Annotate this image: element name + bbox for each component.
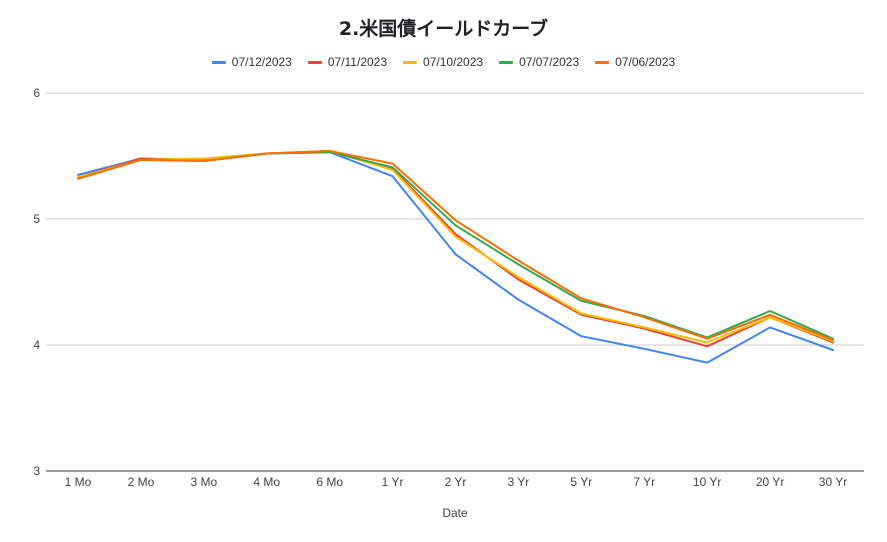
legend-swatch	[403, 60, 418, 64]
chart-legend: 07/12/2023 07/11/2023 07/10/2023 07/07/2023…	[0, 55, 887, 69]
y-tick-label: 6	[33, 86, 40, 100]
x-tick-label: 2 Yr	[445, 475, 467, 489]
series-line	[77, 150, 834, 344]
series-line	[77, 150, 834, 348]
x-tick-label: 3 Yr	[508, 475, 530, 489]
legend-swatch	[595, 60, 610, 64]
x-tick-label: 4 Mo	[253, 475, 280, 489]
series-line	[77, 150, 834, 341]
x-tick-label: 7 Yr	[633, 475, 655, 489]
legend-item: 07/12/2023	[211, 55, 292, 69]
x-tick-label: 30 Yr	[819, 475, 847, 489]
legend-label: 07/10/2023	[423, 55, 484, 69]
x-tick-label: 20 Yr	[756, 475, 784, 489]
x-tick-label: 3 Mo	[190, 475, 217, 489]
legend-swatch	[211, 60, 226, 64]
legend-item: 07/10/2023	[403, 55, 483, 69]
legend-swatch	[499, 60, 514, 64]
legend-label: 07/07/2023	[519, 55, 580, 69]
legend-label: 07/12/2023	[231, 55, 292, 69]
x-axis-label: Date	[442, 506, 468, 520]
series-line	[77, 151, 834, 364]
x-tick-label: 5 Yr	[570, 475, 592, 489]
x-tick-label: 6 Mo	[316, 475, 343, 489]
y-tick-label: 3	[33, 464, 40, 478]
legend-item: 07/11/2023	[307, 55, 388, 69]
chart-title: 2.米国債イールドカーブ	[338, 18, 549, 40]
x-tick-label: 2 Mo	[128, 475, 155, 489]
legend-label: 07/06/2023	[615, 55, 676, 69]
y-tick-label: 4	[33, 338, 40, 352]
legend-label: 07/11/2023	[327, 55, 388, 69]
x-tick-label: 1 Mo	[65, 475, 92, 489]
legend-swatch	[307, 60, 322, 64]
legend-item: 07/07/2023	[499, 55, 579, 69]
series-line	[77, 151, 834, 340]
legend-item: 07/06/2023	[595, 55, 675, 69]
x-tick-label: 10 Yr	[693, 475, 721, 489]
y-tick-label: 5	[33, 212, 40, 226]
x-tick-label: 1 Yr	[382, 475, 404, 489]
